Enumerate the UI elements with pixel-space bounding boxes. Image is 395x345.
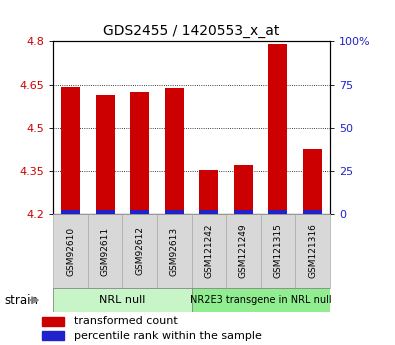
Text: GSM92613: GSM92613 (170, 226, 179, 276)
FancyBboxPatch shape (226, 214, 261, 288)
Text: GSM121242: GSM121242 (204, 224, 213, 278)
FancyBboxPatch shape (88, 214, 122, 288)
Bar (199, 210, 218, 214)
Text: NRL null: NRL null (99, 295, 146, 305)
Bar (42, 317, 64, 326)
Bar (269, 210, 288, 214)
Title: GDS2455 / 1420553_x_at: GDS2455 / 1420553_x_at (103, 23, 280, 38)
Text: NR2E3 transgene in NRL null: NR2E3 transgene in NRL null (190, 295, 331, 305)
Bar (61, 210, 80, 214)
Text: GSM92611: GSM92611 (101, 226, 110, 276)
Bar (234, 210, 253, 214)
Text: GSM121315: GSM121315 (273, 224, 282, 278)
Bar (165, 210, 184, 214)
Text: GSM92610: GSM92610 (66, 226, 75, 276)
Bar (61, 87, 80, 214)
Bar (199, 170, 218, 214)
Bar (130, 92, 149, 214)
Bar (269, 44, 288, 214)
Text: transformed count: transformed count (74, 316, 178, 326)
Text: GSM121316: GSM121316 (308, 224, 317, 278)
Bar (42, 332, 64, 340)
FancyBboxPatch shape (295, 214, 330, 288)
Text: percentile rank within the sample: percentile rank within the sample (74, 331, 262, 341)
Bar (303, 210, 322, 214)
Bar (96, 210, 115, 214)
FancyBboxPatch shape (53, 288, 192, 312)
Bar (130, 210, 149, 214)
FancyBboxPatch shape (192, 288, 330, 312)
Text: strain: strain (4, 294, 38, 307)
Bar (303, 149, 322, 214)
FancyBboxPatch shape (261, 214, 295, 288)
FancyBboxPatch shape (53, 214, 88, 288)
FancyBboxPatch shape (122, 214, 157, 288)
Bar (165, 88, 184, 214)
Text: GSM121249: GSM121249 (239, 224, 248, 278)
FancyBboxPatch shape (192, 214, 226, 288)
Text: GSM92612: GSM92612 (135, 226, 144, 276)
Bar (234, 165, 253, 214)
Bar (96, 95, 115, 214)
FancyBboxPatch shape (157, 214, 192, 288)
